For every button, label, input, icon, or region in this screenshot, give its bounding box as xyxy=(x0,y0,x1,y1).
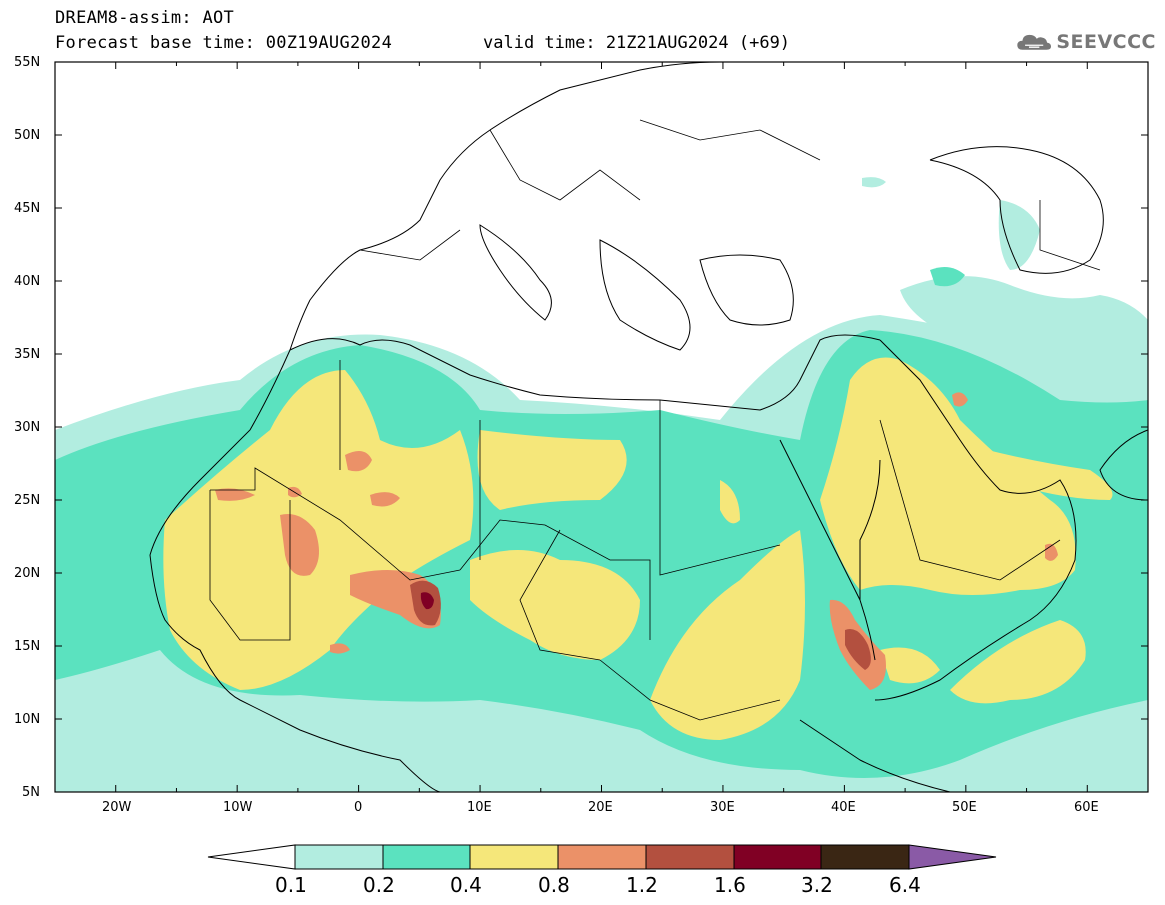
colorbar-bin-6 xyxy=(733,844,822,870)
colorbar-label-6.4: 6.4 xyxy=(889,873,921,897)
lon-label-50e: 50E xyxy=(952,800,977,815)
colorbar-bin-7 xyxy=(820,844,910,870)
lon-label-30e: 30E xyxy=(710,800,735,815)
forecast-base-time: Forecast base time: 00Z19AUG2024 xyxy=(55,33,393,53)
colorbar-label-1.2: 1.2 xyxy=(626,873,658,897)
aot-field xyxy=(55,62,1148,792)
coastlines xyxy=(149,62,1148,792)
colorbar-label-1.6: 1.6 xyxy=(714,873,746,897)
lon-label-10e: 10E xyxy=(467,800,492,815)
seevccc-logo: SEEVCCC xyxy=(1016,25,1156,59)
lon-label-40e: 40E xyxy=(831,800,856,815)
aot-band-0.4 xyxy=(163,357,1113,740)
axis-ticks xyxy=(55,61,1148,793)
lat-label-30n: 30N xyxy=(14,420,41,435)
colorbar-label-3.2: 3.2 xyxy=(801,873,833,897)
colorbar-label-0.4: 0.4 xyxy=(450,873,482,897)
colorbar-bin-2 xyxy=(382,844,471,870)
lat-label-10n: 10N xyxy=(14,712,41,727)
logo-text: SEEVCCC xyxy=(1056,31,1156,53)
colorbar xyxy=(207,844,997,870)
lon-label-0: 0 xyxy=(354,800,363,815)
colorbar-bin-1 xyxy=(294,844,384,870)
colorbar-high-arrow xyxy=(908,844,997,870)
aot-band-1.6 xyxy=(420,592,434,610)
colorbar-bin-3 xyxy=(469,844,559,870)
lat-label-55n: 55N xyxy=(14,55,41,70)
lon-label-10w: 10W xyxy=(223,800,253,815)
colorbar-bin-5 xyxy=(645,844,735,870)
colorbar-low-arrow xyxy=(207,844,296,870)
colorbar-bin-4 xyxy=(557,844,647,870)
colorbar-label-0.8: 0.8 xyxy=(538,873,570,897)
colorbar-label-0.1: 0.1 xyxy=(275,873,307,897)
lat-label-35n: 35N xyxy=(14,347,41,362)
colorbar-label-0.2: 0.2 xyxy=(363,873,395,897)
cloud-icon xyxy=(1017,34,1052,50)
lat-label-25n: 25N xyxy=(14,493,41,508)
lon-label-60e: 60E xyxy=(1074,800,1099,815)
lat-label-45n: 45N xyxy=(14,201,41,216)
map-title: DREAM8-assim: AOT xyxy=(55,8,235,28)
lat-label-15n: 15N xyxy=(14,639,41,654)
lat-label-20n: 20N xyxy=(14,566,41,581)
country-borders xyxy=(209,119,1101,721)
lat-label-50n: 50N xyxy=(14,128,41,143)
lat-label-40n: 40N xyxy=(14,274,41,289)
lon-label-20e: 20E xyxy=(588,800,613,815)
valid-time: valid time: 21Z21AUG2024 (+69) xyxy=(483,33,791,53)
lat-label-5n: 5N xyxy=(22,785,40,800)
lon-label-20w: 20W xyxy=(102,800,132,815)
